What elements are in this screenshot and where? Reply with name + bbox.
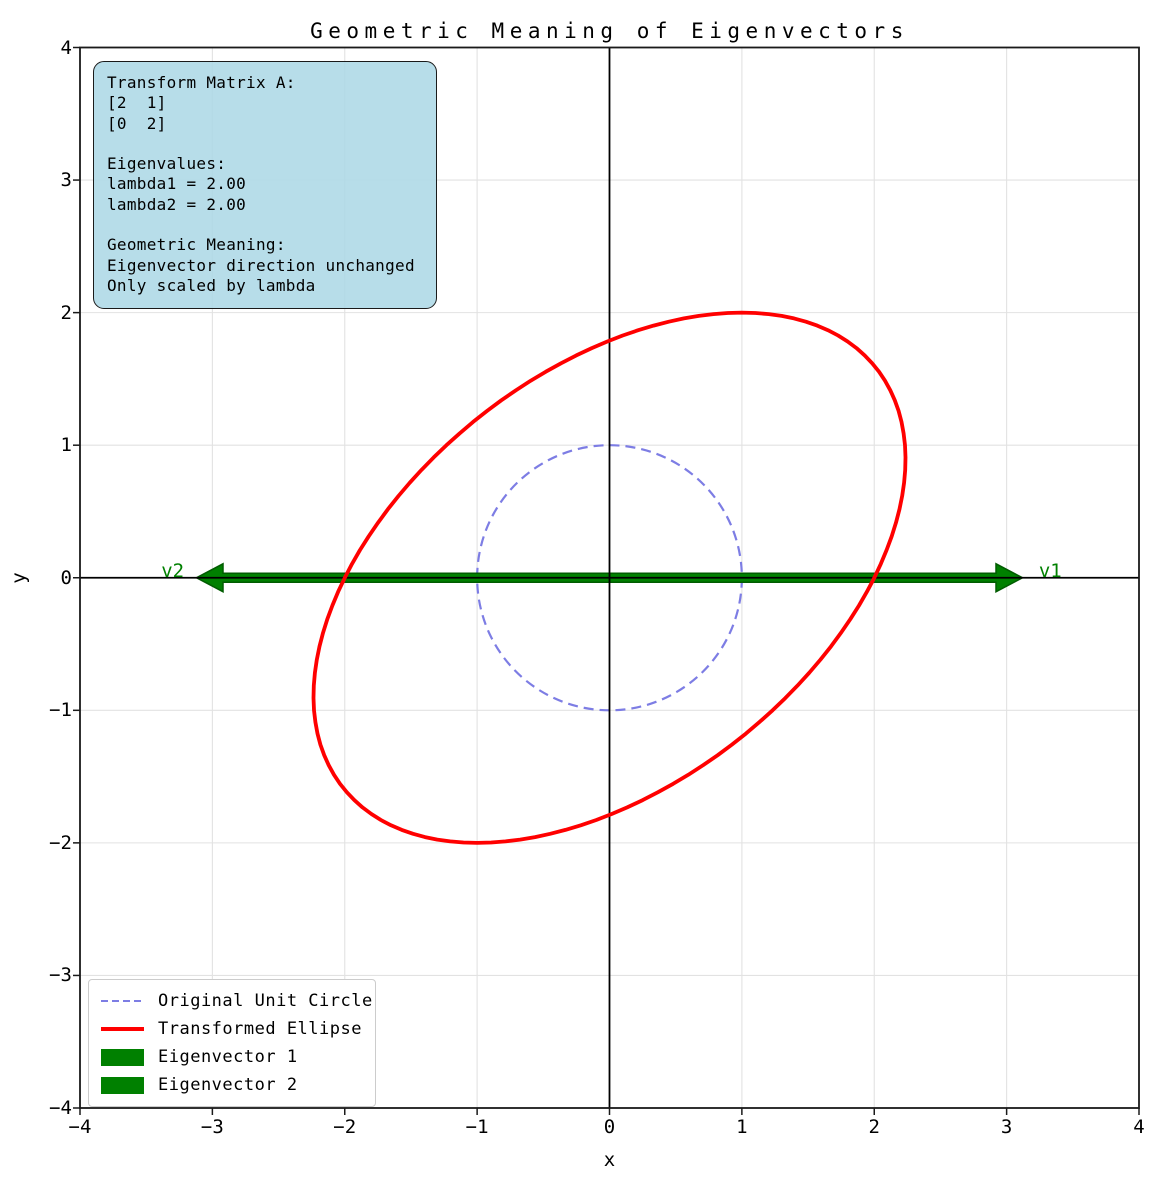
legend-item: Eigenvector 1 — [101, 1043, 363, 1071]
y-tick-label: 2 — [60, 301, 72, 324]
x-tick-label: 3 — [1000, 1116, 1013, 1138]
vector-label-v2: v2 — [161, 560, 184, 582]
legend-symbol — [101, 1076, 144, 1094]
y-axis-label: y — [8, 572, 30, 584]
y-tick-label: −3 — [49, 964, 72, 987]
legend-line-swatch — [101, 1027, 144, 1031]
y-tick-label: 3 — [60, 169, 72, 192]
legend-item-label: Eigenvector 1 — [158, 1047, 298, 1067]
legend-patch-swatch — [101, 1048, 144, 1066]
legend-item-label: Transformed Ellipse — [158, 1019, 362, 1039]
y-tick-label: −4 — [49, 1097, 72, 1119]
legend-symbol — [101, 999, 144, 1003]
y-tick-label: −1 — [49, 699, 72, 722]
x-tick-label: −3 — [200, 1116, 224, 1138]
x-tick-label: 4 — [1133, 1116, 1145, 1138]
transform-info-box: Transform Matrix A: [2 1] [0 2] Eigenval… — [93, 61, 437, 310]
y-tick-label: 4 — [60, 36, 72, 59]
transformed-ellipse — [311, 310, 908, 845]
legend-item: Transformed Ellipse — [101, 1015, 363, 1043]
legend-symbol — [101, 1027, 144, 1031]
y-tick-label: −2 — [49, 831, 72, 854]
x-tick-label: −1 — [465, 1116, 489, 1138]
legend-patch-swatch — [101, 1076, 144, 1094]
y-tick-label: 0 — [60, 566, 72, 589]
legend-dashed-line-swatch — [101, 999, 144, 1003]
x-tick-label: 1 — [736, 1116, 748, 1138]
x-tick-label: −4 — [68, 1116, 92, 1138]
x-tick-label: 2 — [868, 1116, 880, 1138]
legend-item-label: Eigenvector 2 — [158, 1075, 298, 1095]
vector-label-v1: v1 — [1039, 560, 1062, 582]
legend-item: Eigenvector 2 — [101, 1071, 363, 1099]
legend-item: Original Unit Circle — [101, 987, 372, 1015]
legend-item-label: Original Unit Circle — [158, 991, 373, 1011]
x-tick-label: 0 — [603, 1116, 616, 1138]
y-tick-label: 1 — [60, 434, 72, 457]
legend-symbol — [101, 1048, 144, 1066]
legend: Original Unit Circle Transformed Ellipse E… — [88, 979, 376, 1107]
chart-title: Geometric Meaning of Eigenvectors — [310, 19, 909, 43]
x-tick-label: −2 — [333, 1116, 357, 1138]
x-axis-label: x — [603, 1149, 616, 1171]
